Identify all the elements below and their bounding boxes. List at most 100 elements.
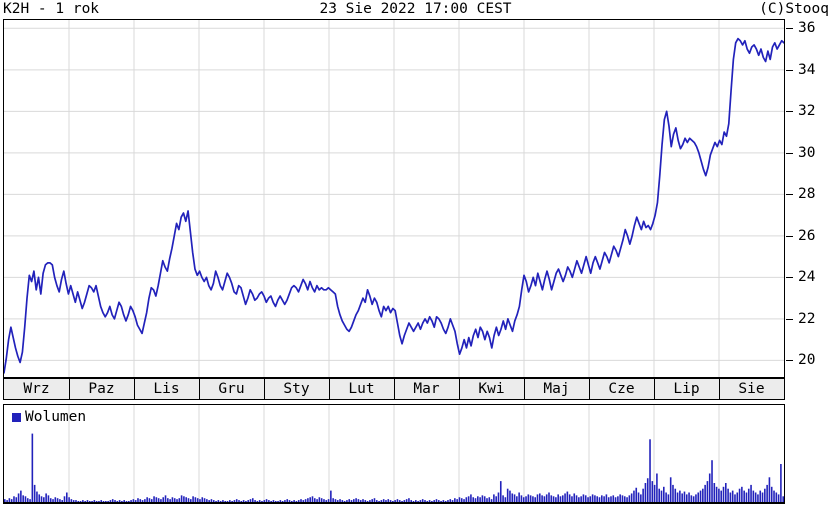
volume-bar	[704, 484, 706, 502]
volume-bar	[410, 500, 413, 502]
volume-bar	[780, 464, 782, 502]
month-label-paz[interactable]: Paz	[88, 381, 115, 397]
month-label-lip[interactable]: Lip	[673, 381, 700, 397]
volume-bar	[408, 498, 410, 502]
volume-bar	[279, 500, 282, 502]
volume-bar	[718, 488, 720, 502]
volume-bar	[43, 497, 45, 502]
month-label-sty[interactable]: Sty	[283, 381, 310, 397]
volume-bar	[706, 481, 709, 502]
volume-bar	[584, 495, 587, 502]
volume-bar	[442, 500, 445, 502]
month-label-kwi[interactable]: Kwi	[478, 381, 505, 397]
volume-bar	[522, 497, 525, 502]
y-axis-label: 34	[798, 61, 816, 78]
volume-bar	[460, 498, 463, 502]
volume-bar	[281, 501, 284, 502]
volume-bar	[495, 496, 497, 502]
volume-bar	[582, 494, 585, 502]
volume-bar	[612, 495, 615, 502]
month-label-sie[interactable]: Sie	[738, 381, 765, 397]
volume-bar	[596, 496, 599, 502]
volume-bar	[63, 496, 66, 502]
volume-bar	[656, 473, 658, 502]
volume-bar	[702, 488, 704, 502]
volume-bar	[173, 498, 176, 502]
volume-bar	[45, 493, 47, 502]
volume-bar	[238, 500, 240, 502]
price-y-axis: 20 22 24 26 28 30 32 34 36	[786, 19, 831, 378]
volume-bar	[566, 491, 569, 502]
volume-bar	[226, 501, 229, 502]
volume-bar	[222, 500, 224, 502]
volume-bar	[559, 496, 562, 502]
volume-bar	[286, 499, 289, 502]
volume-bar	[148, 498, 151, 502]
volume-bar	[688, 492, 690, 502]
month-label-lis[interactable]: Lis	[153, 381, 180, 397]
volume-bar	[699, 490, 702, 502]
volume-bar	[419, 500, 422, 502]
volume-bar	[630, 493, 633, 502]
volume-bar	[84, 501, 86, 502]
y-axis-label: 28	[798, 186, 816, 203]
month-label-mar[interactable]: Mar	[413, 381, 440, 397]
volume-bar	[132, 499, 135, 502]
month-separator	[459, 379, 460, 399]
volume-bar	[8, 498, 11, 502]
volume-bar	[332, 498, 334, 502]
volume-bar	[171, 497, 174, 502]
month-label-gru[interactable]: Gru	[218, 381, 245, 397]
volume-bar	[208, 500, 210, 502]
volume-bar	[617, 496, 619, 502]
volume-bar	[539, 493, 541, 502]
volume-plot	[4, 405, 784, 502]
volume-bar	[121, 501, 123, 502]
volume-bar	[394, 500, 396, 502]
volume-bar	[336, 500, 339, 502]
volume-bar	[412, 501, 415, 502]
volume-bar	[341, 500, 344, 502]
volume-bar	[295, 501, 298, 502]
volume-bar	[669, 477, 672, 502]
volume-bar	[568, 494, 571, 502]
volume-bar	[38, 494, 41, 502]
volume-bar	[725, 483, 727, 502]
volume-bar	[578, 497, 580, 502]
y-axis-tick	[786, 277, 793, 279]
month-label-wrz[interactable]: Wrz	[23, 381, 50, 397]
month-separator	[264, 379, 265, 399]
volume-bar	[731, 490, 734, 502]
volume-chart-panel[interactable]: Wolumen	[3, 404, 785, 504]
volume-bar	[754, 492, 757, 502]
month-axis-strip[interactable]: Wrz Paz Lis Gru Sty Lut Mar Kwi Maj Cze Lip Sie	[3, 378, 785, 400]
chart-timestamp: 23 Sie 2022 17:00 CEST	[319, 1, 512, 17]
volume-bar	[458, 497, 461, 502]
volume-bar	[167, 498, 169, 502]
volume-bar	[346, 500, 348, 502]
month-separator	[69, 379, 70, 399]
volume-bar	[150, 499, 153, 502]
volume-bar	[359, 500, 362, 502]
y-axis-label: 36	[798, 20, 816, 37]
volume-bar	[644, 483, 647, 502]
month-label-maj[interactable]: Maj	[543, 381, 570, 397]
month-label-lut[interactable]: Lut	[348, 381, 375, 397]
volume-bar	[607, 497, 610, 502]
volume-bar	[187, 498, 190, 502]
volume-bar	[180, 495, 183, 502]
volume-bar	[26, 498, 29, 502]
volume-bar	[355, 498, 357, 502]
volume-bar	[47, 495, 50, 502]
volume-bar	[6, 500, 8, 502]
volume-bar	[40, 496, 43, 502]
volume-bar	[451, 500, 454, 502]
volume-bar	[502, 495, 504, 502]
price-chart-panel[interactable]	[3, 19, 785, 378]
volume-bar	[162, 497, 165, 502]
month-label-cze[interactable]: Cze	[608, 381, 635, 397]
volume-bar	[17, 493, 20, 502]
volume-bar	[169, 499, 171, 502]
volume-bar	[398, 500, 401, 502]
volume-bar	[444, 501, 447, 502]
